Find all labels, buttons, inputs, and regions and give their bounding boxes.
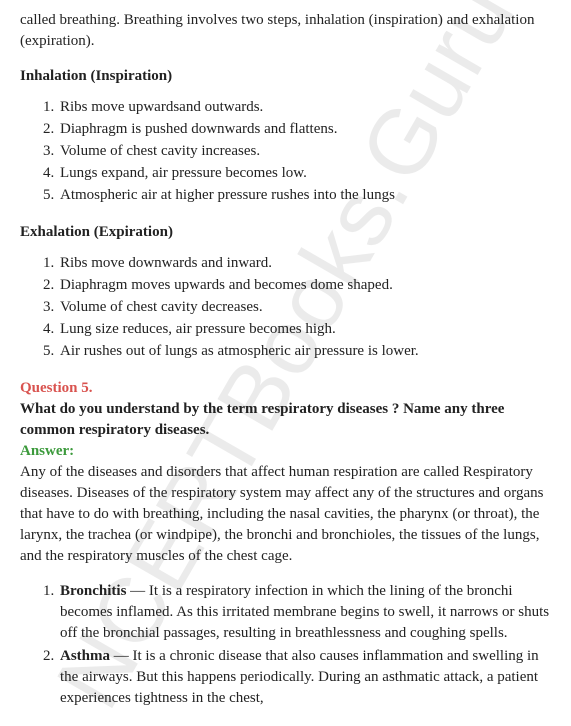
exhalation-list: Ribs move downwards and inward. Diaphrag… (20, 253, 551, 362)
list-item: Air rushes out of lungs as atmospheric a… (58, 341, 551, 362)
list-item: Volume of chest cavity increases. (58, 141, 551, 162)
disease-name: Bronchitis (60, 583, 126, 599)
list-item: Atmospheric air at higher pressure rushe… (58, 185, 551, 206)
disease-desc: — It is a chronic disease that also caus… (60, 648, 539, 706)
list-item: Diaphragm moves upwards and becomes dome… (58, 275, 551, 296)
question-label: Question 5. (20, 378, 551, 399)
disease-name: Asthma (60, 648, 110, 664)
intro-paragraph: called breathing. Breathing involves two… (20, 10, 551, 52)
disease-desc: — It is a respiratory infection in which… (60, 583, 549, 641)
list-item: Lungs expand, air pressure becomes low. (58, 163, 551, 184)
inhalation-list: Ribs move upwardsand outwards. Diaphragm… (20, 97, 551, 206)
question-text: What do you understand by the term respi… (20, 399, 551, 441)
list-item: Volume of chest cavity decreases. (58, 297, 551, 318)
list-item: Bronchitis — It is a respiratory infecti… (58, 581, 551, 644)
list-item: Ribs move downwards and inward. (58, 253, 551, 274)
inhalation-heading: Inhalation (Inspiration) (20, 66, 551, 87)
list-item: Diaphragm is pushed downwards and flatte… (58, 119, 551, 140)
exhalation-heading: Exhalation (Expiration) (20, 222, 551, 243)
list-item: Ribs move upwardsand outwards. (58, 97, 551, 118)
diseases-list: Bronchitis — It is a respiratory infecti… (20, 581, 551, 709)
answer-label: Answer: (20, 441, 551, 462)
answer-text: Any of the diseases and disorders that a… (20, 462, 551, 567)
page-content: called breathing. Breathing involves two… (0, 0, 571, 721)
list-item: Asthma — It is a chronic disease that al… (58, 646, 551, 709)
list-item: Lung size reduces, air pressure becomes … (58, 319, 551, 340)
